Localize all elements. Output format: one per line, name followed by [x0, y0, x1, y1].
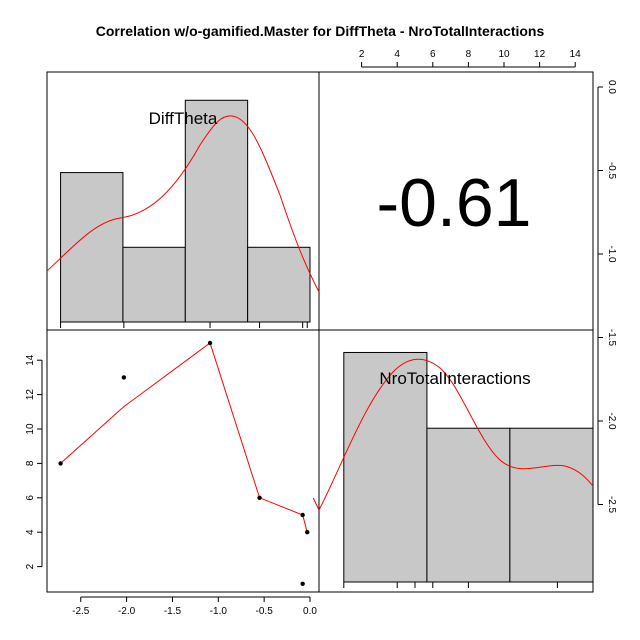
nro-density-line: [318, 358, 594, 511]
x-tick-label-top: 12: [534, 49, 546, 60]
x-tick-label-bottom: -1.0: [210, 606, 228, 617]
x-tick-label-top: 6: [430, 49, 436, 60]
scatter-point: [58, 461, 63, 466]
difftheta-density-line: [46, 115, 320, 293]
axes: -2.5 -2.0 -1.5 -1.0 -0.5 0.0 2 4 6 8 10 12 14 2 4 6 8 10 1…: [25, 49, 617, 617]
nro-histogram: [318, 351, 594, 588]
x-tick-label-top: 10: [498, 49, 510, 60]
correlation-value: -0.61: [377, 165, 532, 241]
chart-title: Correlation w/o-gamified.Master for Diff…: [96, 23, 545, 39]
y-tick-label-left: 2: [25, 563, 36, 569]
x-tick-label-top: 2: [359, 49, 365, 60]
y-tick-label-left: 14: [25, 354, 36, 366]
scatter-point: [257, 495, 262, 500]
y-tick-label-left: 10: [25, 423, 36, 435]
difftheta-hist-bar: [247, 246, 311, 323]
y-tick-label-right: -1.5: [606, 329, 617, 347]
scatter-point: [300, 581, 305, 586]
x-tick-label-bottom: -2.0: [118, 606, 136, 617]
y-tick-label-right: -0.5: [606, 162, 617, 180]
y-tick-label-left: 4: [25, 529, 36, 535]
scatter-smooth-line: [60, 342, 308, 533]
y-tick-label-left: 12: [25, 389, 36, 401]
x-tick-label-top: 14: [570, 49, 582, 60]
scatter-point: [305, 530, 310, 535]
y-tick-label-left: 6: [25, 495, 36, 501]
difftheta-hist-bar: [122, 246, 186, 323]
scatter-smooth-tail: [312, 497, 320, 511]
x-tick-label-bottom: -1.5: [164, 606, 182, 617]
y-tick-label-right: -2.5: [606, 496, 617, 514]
difftheta-hist-bar: [60, 172, 124, 323]
scatter-plot: [58, 340, 320, 586]
difftheta-histogram: [46, 99, 320, 328]
x-tick-label-top: 4: [394, 49, 400, 60]
x-tick-label-bottom: 0.0: [303, 606, 317, 617]
y-tick-label-right: 0.0: [606, 80, 617, 94]
y-tick-label-left: 8: [25, 460, 36, 466]
scatter-point: [207, 340, 213, 346]
nro-label: NroTotalInteractions: [379, 369, 530, 388]
y-tick-label-right: -1.0: [606, 245, 617, 263]
y-tick-label-right: -2.0: [606, 412, 617, 430]
difftheta-label: DiffTheta: [149, 109, 218, 128]
x-tick-label-top: 8: [466, 49, 472, 60]
scatter-point: [300, 512, 305, 518]
panel-bottom-left: [46, 329, 320, 593]
x-tick-label-bottom: -2.5: [72, 606, 90, 617]
nro-hist-bar: [343, 351, 428, 583]
nro-hist-bar: [426, 427, 511, 583]
difftheta-hist-bar: [184, 99, 249, 323]
x-tick-label-bottom: -0.5: [256, 606, 274, 617]
scatter-point: [121, 375, 127, 380]
nro-hist-bar: [509, 427, 594, 583]
